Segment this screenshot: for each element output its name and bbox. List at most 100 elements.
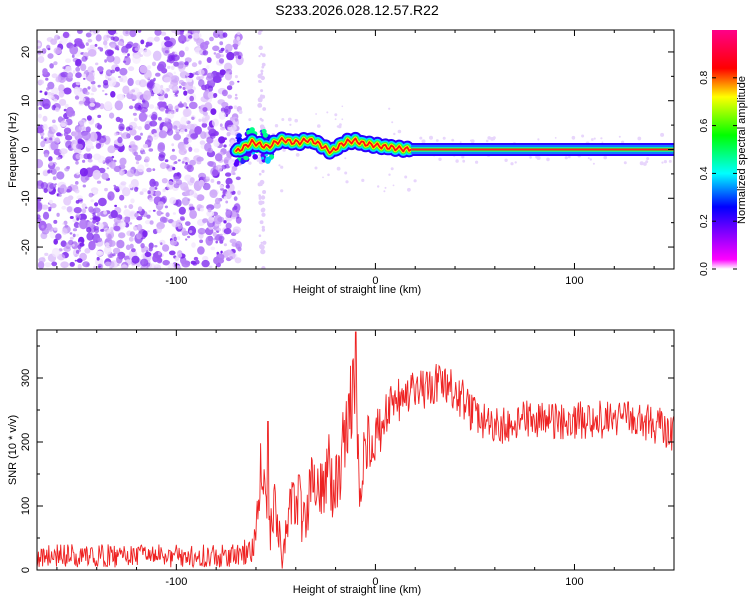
noise-cell bbox=[76, 217, 80, 221]
noise-cell bbox=[407, 187, 411, 192]
noise-cell bbox=[86, 227, 92, 233]
noise-cell bbox=[72, 70, 76, 74]
noise-cell bbox=[158, 95, 165, 101]
noise-cell bbox=[219, 123, 223, 127]
noise-cell bbox=[84, 248, 91, 254]
noise-cell bbox=[212, 231, 217, 237]
noise-cell bbox=[164, 50, 169, 54]
noise-cell bbox=[564, 156, 568, 160]
noise-cell bbox=[189, 177, 195, 184]
noise-cell bbox=[104, 93, 108, 96]
noise-cell bbox=[140, 39, 145, 45]
noise-cell bbox=[223, 144, 227, 148]
noise-cell bbox=[166, 180, 174, 190]
noise-cell bbox=[138, 112, 148, 122]
noise-cell bbox=[221, 89, 228, 97]
noise-cell bbox=[123, 56, 131, 66]
noise-cell bbox=[128, 236, 134, 242]
noise-cell bbox=[278, 164, 281, 167]
noise-cell bbox=[147, 36, 155, 43]
noise-cell bbox=[160, 31, 167, 36]
noise-cell bbox=[109, 160, 116, 169]
noise-cell bbox=[225, 184, 230, 189]
noise-cell bbox=[150, 114, 158, 121]
noise-cell bbox=[219, 233, 223, 237]
noise-cell bbox=[260, 69, 264, 73]
noise-cell bbox=[187, 235, 191, 239]
noise-cell bbox=[173, 133, 182, 141]
noise-cell bbox=[554, 137, 557, 139]
noise-cell bbox=[42, 170, 49, 177]
ridge-cell bbox=[262, 132, 269, 138]
noise-cell bbox=[157, 144, 165, 153]
noise-cell bbox=[189, 95, 194, 102]
noise-cell bbox=[222, 32, 228, 38]
noise-cell bbox=[504, 158, 508, 162]
noise-cell bbox=[113, 132, 119, 137]
noise-cell bbox=[180, 129, 185, 134]
noise-cell bbox=[74, 140, 78, 145]
noise-cell bbox=[60, 240, 67, 247]
noise-cell bbox=[128, 210, 137, 220]
noise-cell bbox=[200, 207, 204, 212]
noise-cell bbox=[104, 261, 112, 267]
noise-cell bbox=[469, 139, 472, 142]
noise-cell bbox=[258, 197, 262, 200]
noise-cell bbox=[51, 87, 59, 95]
noise-cell bbox=[229, 80, 235, 86]
noise-cell bbox=[261, 169, 265, 173]
noise-cell bbox=[46, 87, 50, 91]
noise-cell bbox=[194, 47, 203, 55]
noise-cell bbox=[154, 30, 162, 36]
noise-cell bbox=[187, 35, 193, 39]
noise-cell bbox=[184, 174, 192, 182]
noise-cell bbox=[93, 226, 99, 231]
noise-cell bbox=[110, 91, 116, 98]
noise-cell bbox=[75, 160, 79, 165]
noise-cell bbox=[52, 176, 57, 181]
noise-cell bbox=[154, 181, 159, 187]
noise-cell bbox=[86, 232, 94, 241]
noise-cell bbox=[259, 104, 263, 107]
y-tick-label: 0 bbox=[20, 146, 32, 152]
colorbar-tick-label: 0.0 bbox=[699, 262, 710, 276]
noise-cell bbox=[168, 55, 174, 62]
noise-cell bbox=[88, 206, 94, 213]
noise-cell bbox=[132, 54, 141, 64]
noise-cell bbox=[623, 161, 627, 165]
noise-cell bbox=[237, 31, 241, 35]
noise-cell bbox=[237, 80, 240, 83]
noise-cell bbox=[81, 56, 88, 62]
noise-cell bbox=[169, 106, 173, 111]
noise-cell bbox=[207, 91, 215, 99]
noise-cell bbox=[212, 45, 220, 52]
noise-cell bbox=[60, 71, 69, 78]
noise-cell bbox=[92, 30, 100, 34]
colorbar-label: Normalized spectral amplitude bbox=[736, 76, 748, 224]
noise-cell bbox=[179, 31, 184, 36]
noise-cell bbox=[73, 86, 81, 96]
noise-cell bbox=[103, 227, 112, 234]
ridge-cell bbox=[261, 156, 265, 160]
noise-cell bbox=[646, 157, 650, 161]
noise-cell bbox=[568, 155, 571, 159]
noise-cell bbox=[62, 223, 65, 225]
noise-cell bbox=[191, 62, 198, 68]
noise-cell bbox=[78, 100, 84, 105]
noise-cell bbox=[118, 75, 121, 79]
noise-cell bbox=[87, 158, 93, 163]
noise-cell bbox=[219, 184, 224, 189]
noise-cell bbox=[51, 261, 58, 267]
spectrogram-cells bbox=[37, 30, 674, 269]
noise-cell bbox=[101, 172, 109, 180]
noise-cell bbox=[59, 238, 62, 241]
noise-cell bbox=[87, 86, 91, 90]
noise-cell bbox=[235, 55, 238, 59]
noise-cell bbox=[104, 187, 108, 192]
noise-cell bbox=[206, 65, 210, 70]
noise-cell bbox=[197, 69, 205, 76]
noise-cell bbox=[193, 32, 200, 39]
noise-cell bbox=[209, 189, 218, 198]
noise-cell bbox=[229, 72, 233, 75]
noise-cell bbox=[129, 148, 132, 151]
